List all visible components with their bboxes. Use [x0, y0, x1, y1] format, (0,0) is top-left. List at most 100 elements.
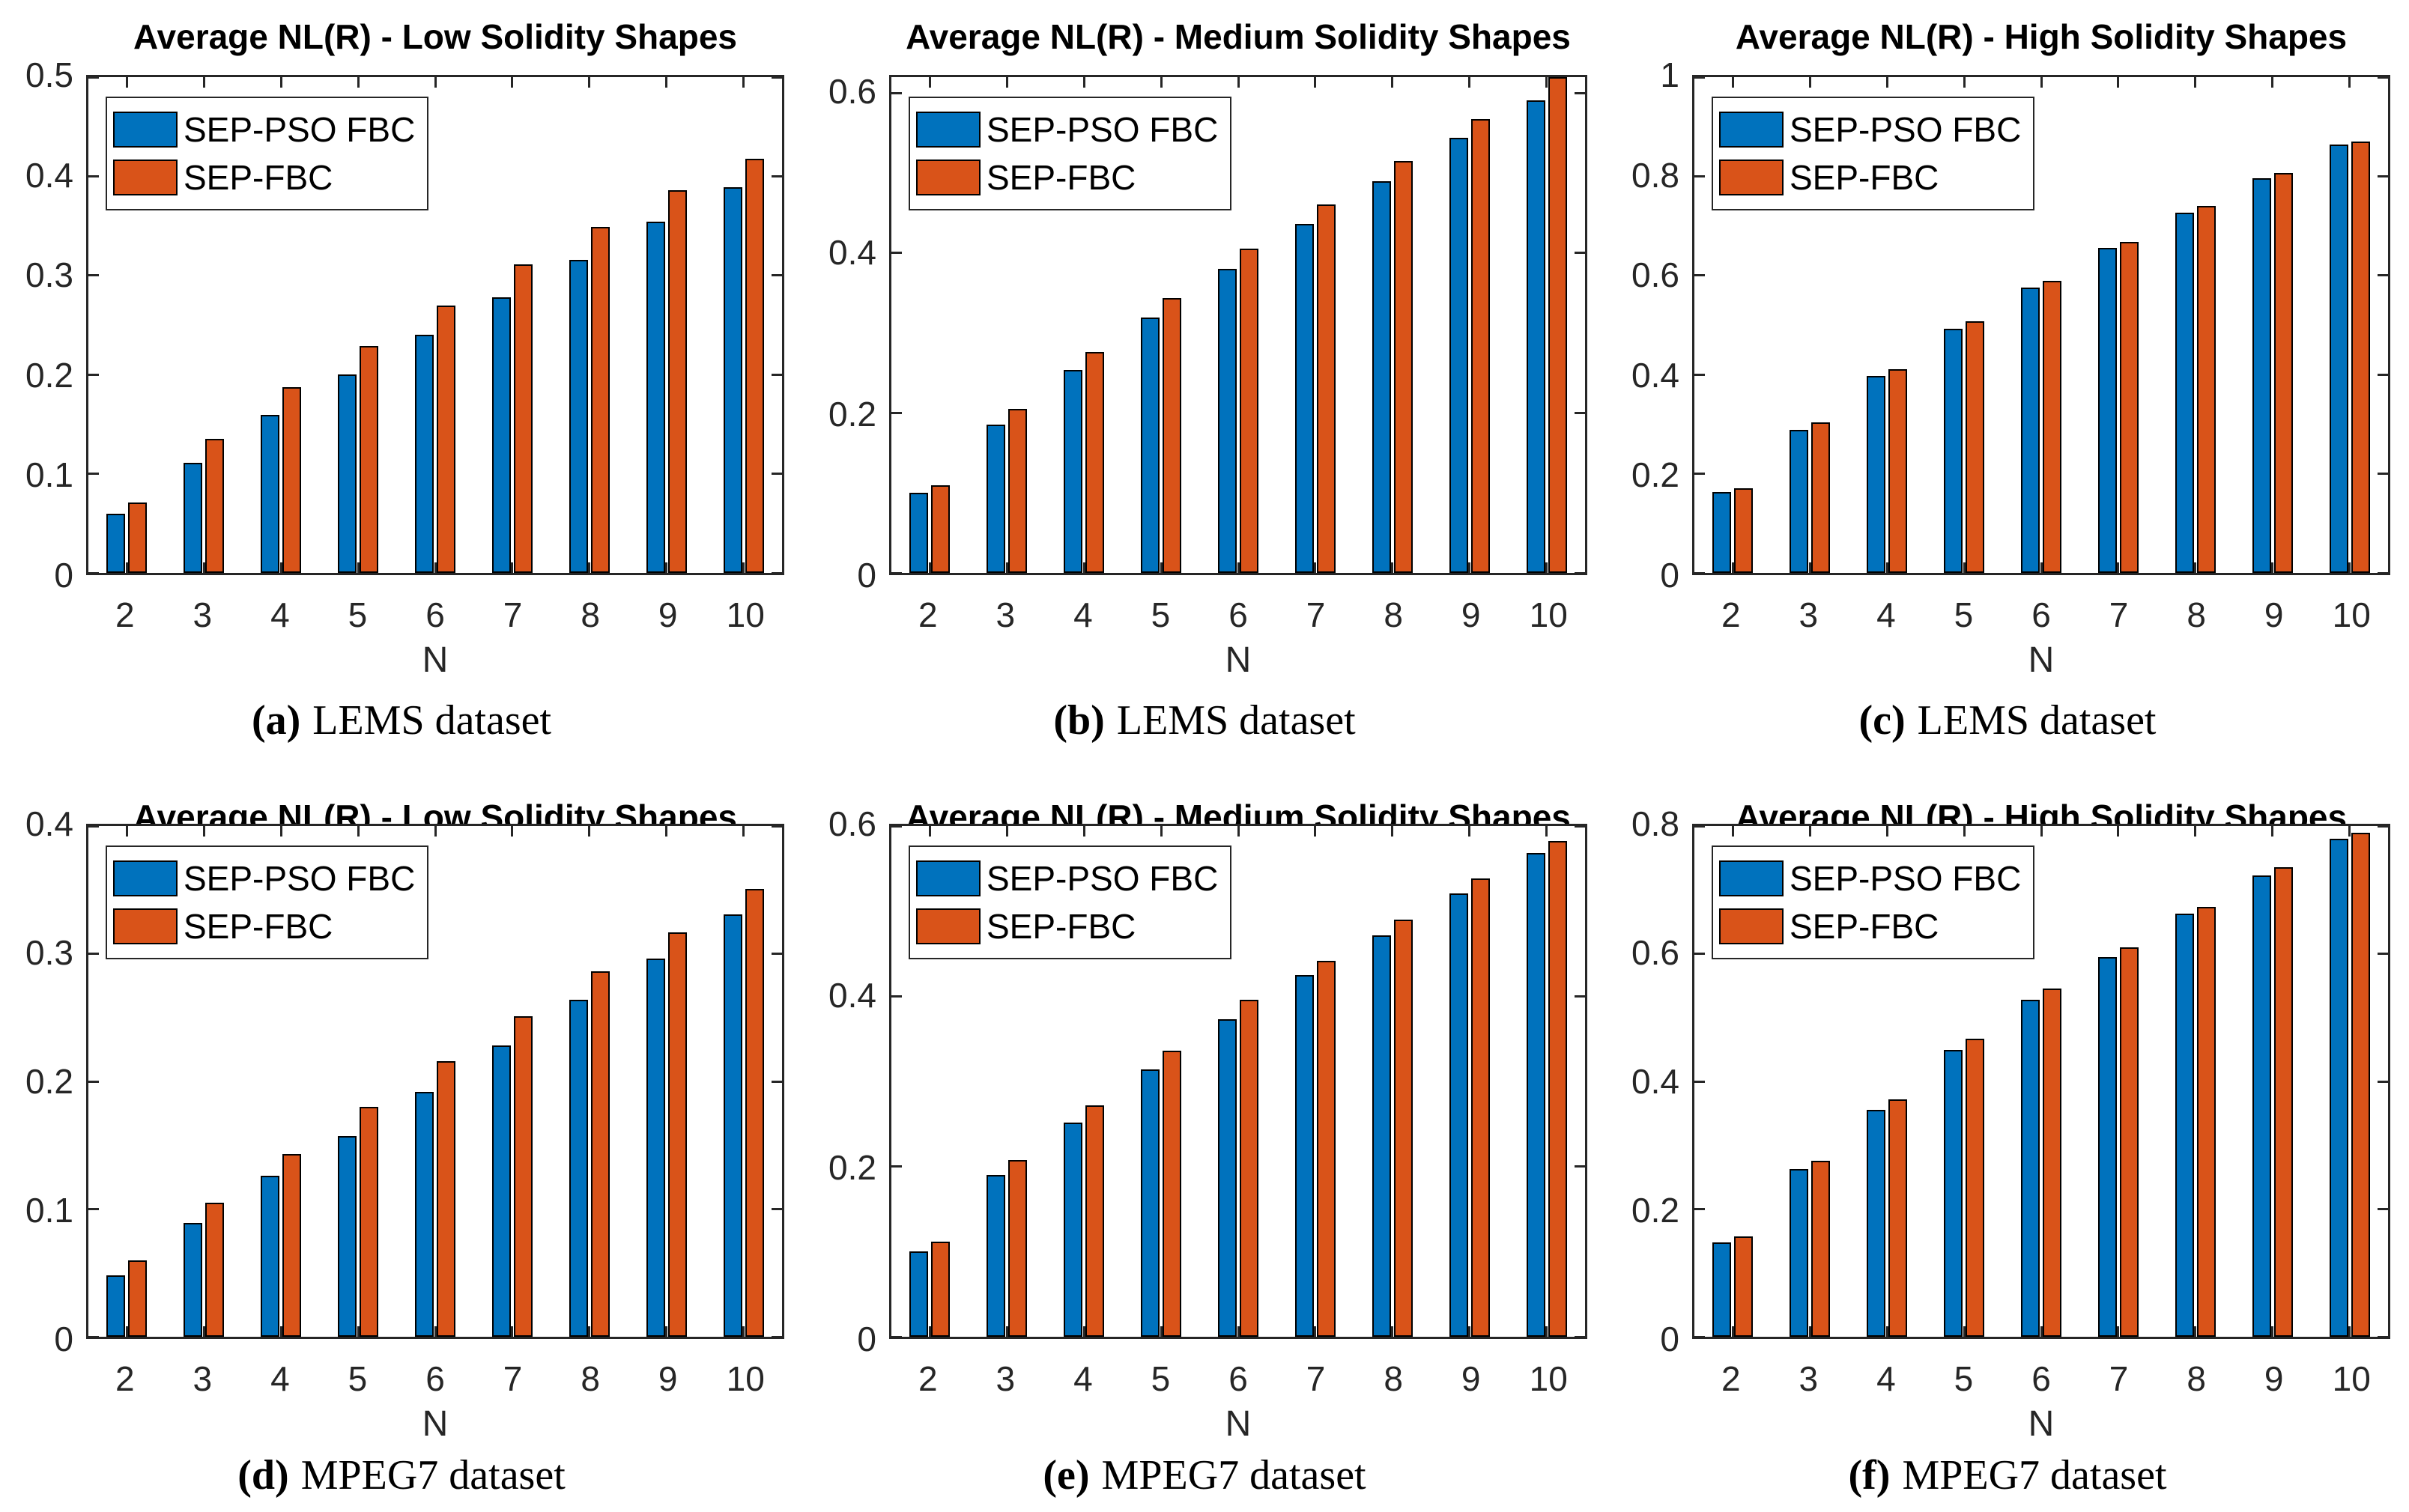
legend-label: SEP-FBC — [1790, 158, 1939, 197]
bar-sep-fbc-n9 — [667, 189, 687, 573]
bar-sep-pso-fbc-n3 — [987, 425, 1006, 573]
x-tick-mark — [1468, 826, 1471, 837]
y-tick-mark — [1575, 411, 1585, 414]
x-tick-mark — [665, 1326, 668, 1337]
x-tick-mark — [2040, 1326, 2043, 1337]
x-tick-mark — [357, 77, 360, 88]
bar-sep-fbc-n9 — [667, 932, 687, 1337]
bar-sep-pso-fbc-n10 — [2329, 839, 2348, 1337]
bar-sep-pso-fbc-n10 — [723, 186, 742, 573]
caption-letter: (a) — [251, 697, 301, 744]
y-tick-mark — [1575, 825, 1585, 828]
y-axis: 0 0.2 0.4 0.6 0.8 — [1606, 804, 1679, 1358]
y-tick-label: 0.4 — [25, 155, 73, 195]
bar-sep-fbc-n8 — [1393, 161, 1413, 573]
x-tick-label: 9 — [1461, 1359, 1481, 1398]
x-tick-mark — [434, 562, 437, 573]
x-tick-mark — [1808, 562, 1811, 573]
x-tick-mark — [1808, 77, 1811, 88]
bar-sep-pso-fbc-n8 — [2175, 913, 2194, 1337]
x-tick-label: 2 — [1721, 1359, 1741, 1398]
y-tick-mark — [1694, 76, 1705, 79]
y-tick-mark — [88, 1208, 99, 1210]
bar-sep-pso-fbc-n10 — [1526, 853, 1545, 1337]
bar-sep-fbc-n4 — [1085, 1105, 1105, 1337]
y-tick-label: 0.6 — [1631, 255, 1679, 295]
x-tick-mark — [1808, 1326, 1811, 1337]
panel-caption: (c) LEMS dataset — [1859, 696, 2157, 744]
y-tick-mark — [88, 825, 99, 828]
bar-sep-pso-fbc-n9 — [646, 959, 665, 1337]
x-tick-mark — [665, 562, 668, 573]
x-tick-mark — [279, 562, 282, 573]
bar-sep-fbc-n9 — [1470, 878, 1490, 1337]
x-tick-mark — [1963, 826, 1966, 837]
y-tick-mark — [1575, 1335, 1585, 1338]
x-tick-mark — [1731, 826, 1734, 837]
bar-sep-pso-fbc-n3 — [987, 1175, 1006, 1337]
y-tick-mark — [88, 473, 99, 476]
legend-swatch-orange — [113, 160, 178, 195]
y-tick-mark — [1694, 473, 1705, 476]
plot-zone: 0 0.1 0.2 0.3 0.4 SEP-PSO FBC SEP-FBC — [0, 804, 803, 1358]
x-tick-label: 4 — [1876, 595, 1896, 634]
bar-sep-fbc-n2 — [128, 503, 148, 573]
x-tick-label: 10 — [1529, 595, 1568, 634]
x-tick-mark — [1885, 77, 1888, 88]
legend-label: SEP-FBC — [1790, 907, 1939, 946]
y-tick-mark — [772, 1080, 782, 1083]
x-tick-label: 6 — [2031, 1359, 2051, 1398]
x-tick-label: 10 — [726, 1359, 765, 1398]
bar-sep-pso-fbc-n8 — [1372, 935, 1391, 1337]
x-tick-mark — [434, 77, 437, 88]
y-tick-mark — [2378, 76, 2388, 79]
x-tick-mark — [1731, 562, 1734, 573]
bar-sep-fbc-n4 — [282, 387, 302, 573]
x-tick-mark — [1885, 562, 1888, 573]
bar-sep-fbc-n6 — [1240, 248, 1258, 573]
bar-sep-pso-fbc-n5 — [1944, 1050, 1963, 1337]
y-axis: 0 0.1 0.2 0.3 0.4 — [0, 804, 73, 1358]
y-tick-label: 0.5 — [25, 55, 73, 94]
x-tick-label: 5 — [348, 595, 368, 634]
legend: SEP-PSO FBC SEP-FBC — [106, 845, 429, 959]
y-tick-mark — [1575, 1165, 1585, 1168]
x-tick-mark — [2271, 1326, 2274, 1337]
bar-sep-fbc-n7 — [513, 264, 533, 573]
bar-sep-pso-fbc-n7 — [1294, 224, 1314, 573]
legend-swatch-orange — [916, 908, 981, 944]
bar-sep-pso-fbc-n9 — [2252, 875, 2271, 1337]
x-axis-label: N — [2028, 1404, 2055, 1444]
panel-caption: (d) MPEG7 dataset — [237, 1451, 566, 1499]
x-tick-mark — [1237, 826, 1240, 837]
bar-sep-fbc-n5 — [1966, 1038, 1985, 1337]
y-tick-label: 0.6 — [828, 71, 876, 111]
x-axis: 2 3 4 5 6 7 8 9 10 — [889, 1358, 1587, 1403]
plot-zone: 0 0.2 0.4 0.6 0.8 1 SEP-PSO FBC SEP-FBC — [1606, 55, 2409, 595]
y-tick-label: 0.2 — [1631, 455, 1679, 495]
x-tick-label: 8 — [581, 1359, 600, 1398]
y-tick-mark — [88, 953, 99, 955]
x-tick-label: 3 — [996, 595, 1016, 634]
y-tick-mark — [891, 91, 902, 94]
x-tick-mark — [1468, 77, 1471, 88]
x-tick-mark — [2348, 562, 2351, 573]
bar-sep-pso-fbc-n7 — [2097, 248, 2117, 573]
y-tick-mark — [772, 373, 782, 376]
y-tick-label: 0.2 — [25, 1062, 73, 1101]
bar-sep-pso-fbc-n4 — [261, 1176, 280, 1337]
y-tick-mark — [1575, 571, 1585, 574]
x-tick-mark — [742, 77, 745, 88]
y-tick-label: 0.4 — [828, 976, 876, 1015]
bar-sep-fbc-n6 — [2043, 988, 2061, 1337]
y-tick-mark — [88, 1335, 99, 1338]
x-tick-mark — [125, 826, 128, 837]
x-axis-label: N — [1225, 640, 1252, 680]
legend-entry-sep-pso-fbc: SEP-PSO FBC — [1719, 854, 2021, 902]
bar-sep-pso-fbc-n6 — [1218, 269, 1237, 573]
x-tick-mark — [1391, 1326, 1394, 1337]
y-tick-mark — [1575, 252, 1585, 255]
legend: SEP-PSO FBC SEP-FBC — [1712, 845, 2035, 959]
legend: SEP-PSO FBC SEP-FBC — [909, 97, 1232, 210]
y-tick-mark — [772, 1335, 782, 1338]
